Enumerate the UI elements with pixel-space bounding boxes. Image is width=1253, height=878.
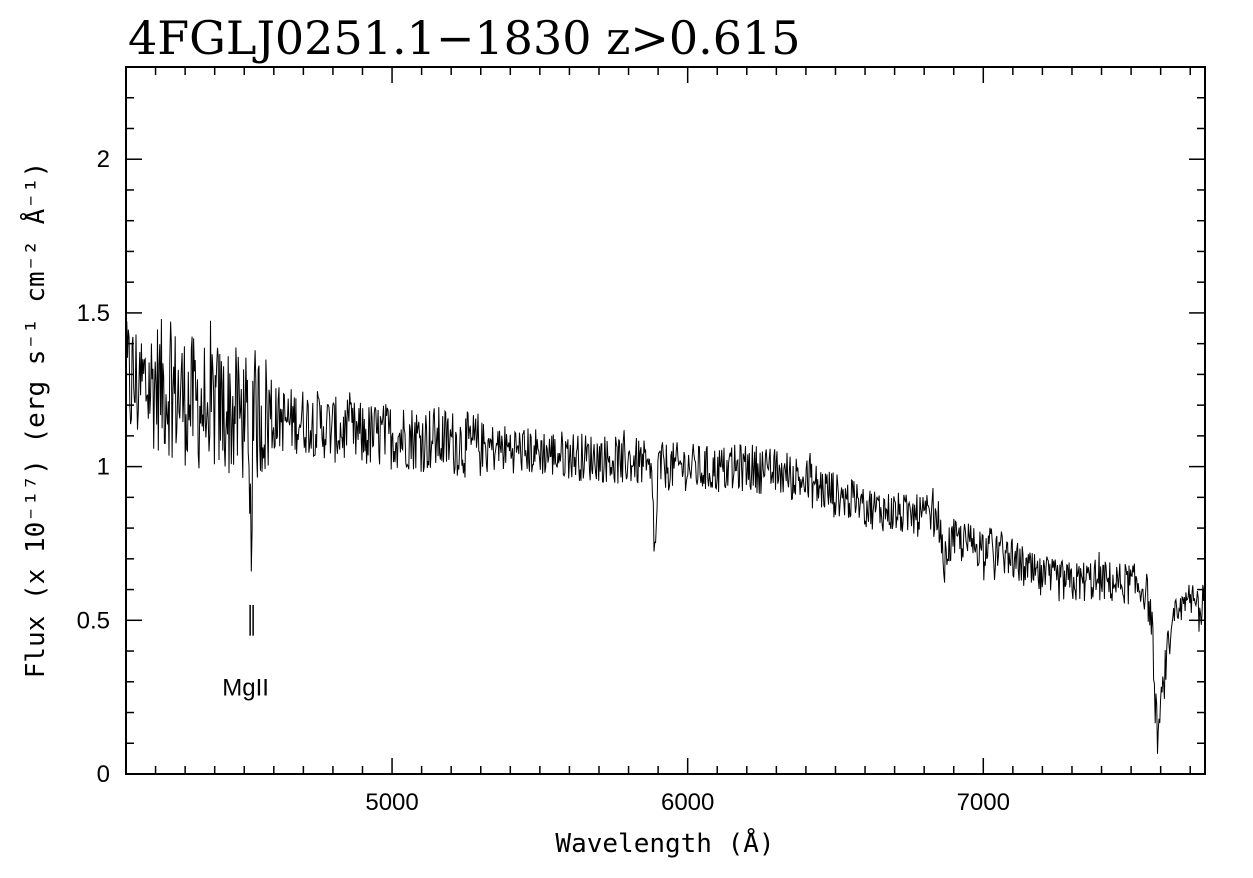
y-tick-label: 1.5	[77, 300, 110, 327]
y-tick-labels: 0 0.5 1 1.5 2	[77, 146, 110, 788]
x-tick-label: 6000	[661, 789, 714, 816]
x-tick-label: 5000	[365, 789, 418, 816]
y-tick-label: 1	[97, 454, 110, 481]
annotations: MgII	[222, 604, 269, 702]
axis-ticks	[126, 66, 1205, 775]
y-tick-label: 0	[97, 761, 110, 788]
y-tick-label: 0.5	[77, 607, 110, 634]
y-axis-label: Flux (x 10⁻¹⁷) (erg s⁻¹ cm⁻² Å⁻¹)	[19, 162, 51, 679]
spectrum-line	[125, 318, 1205, 754]
x-tick-label: 7000	[957, 789, 1010, 816]
x-tick-labels: 5000 6000 7000	[365, 789, 1010, 816]
x-axis-label: Wavelength (Å)	[555, 827, 774, 859]
y-tick-label: 2	[97, 146, 110, 173]
plot-frame	[125, 66, 1206, 775]
mgii-label: MgII	[222, 675, 269, 702]
chart-title: 4FGLJ0251.1−1830 z>0.615	[128, 11, 801, 65]
